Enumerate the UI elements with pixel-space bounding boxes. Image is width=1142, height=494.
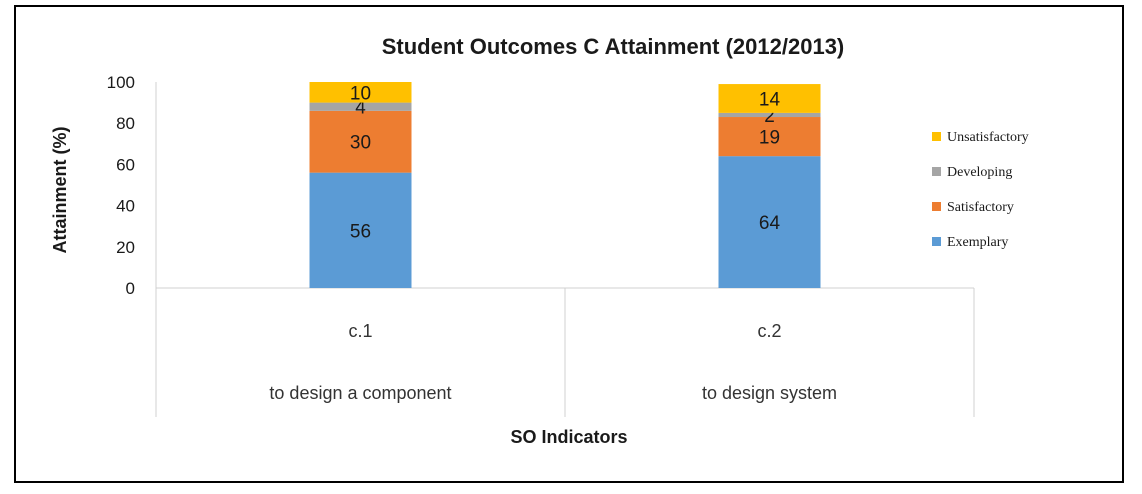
y-tick-label: 20 bbox=[116, 238, 135, 257]
category-label: to design a component bbox=[269, 383, 451, 403]
bar-segment-developing bbox=[718, 112, 821, 118]
legend-label: Exemplary bbox=[947, 235, 1008, 250]
legend-swatch bbox=[932, 132, 941, 141]
data-label: 14 bbox=[759, 89, 781, 110]
legend-label: Satisfactory bbox=[947, 200, 1014, 215]
data-label: 30 bbox=[350, 133, 371, 154]
bar-segment-satisfactory bbox=[718, 117, 821, 157]
data-label: 56 bbox=[350, 221, 371, 242]
category-label: to design system bbox=[702, 383, 837, 403]
legend-label: Unsatisfactory bbox=[947, 130, 1029, 145]
data-label: 4 bbox=[355, 98, 366, 119]
legend: Unsatisfactory Developing Satisfactory Exem… bbox=[932, 130, 1029, 250]
bar-segment-unsatisfactory bbox=[309, 82, 412, 103]
y-tick-label: 40 bbox=[116, 197, 135, 216]
bar-segment-exemplary bbox=[309, 172, 412, 288]
data-label: 64 bbox=[759, 213, 781, 234]
legend-swatch bbox=[932, 167, 941, 176]
category-axis: c.1 to design a component c.2 to design sys… bbox=[155, 288, 975, 417]
x-axis-title: SO Indicators bbox=[510, 427, 627, 447]
y-axis-title: Attainment (%) bbox=[50, 127, 70, 254]
y-tick-label: 0 bbox=[126, 279, 135, 298]
y-tick-label: 60 bbox=[116, 155, 135, 174]
legend-swatch bbox=[932, 202, 941, 211]
bar-segment-satisfactory bbox=[309, 110, 412, 173]
bar-segment-developing bbox=[309, 102, 412, 111]
y-axis: 0 20 40 60 80 100 bbox=[107, 73, 974, 298]
legend-swatch bbox=[932, 237, 941, 246]
y-tick-label: 80 bbox=[116, 114, 135, 133]
stacked-bar-chart: Student Outcomes C Attainment (2012/2013… bbox=[50, 34, 1029, 447]
chart-title: Student Outcomes C Attainment (2012/2013… bbox=[382, 34, 845, 59]
category-code: c.1 bbox=[348, 321, 372, 341]
y-tick-label: 100 bbox=[107, 73, 135, 92]
data-label: 2 bbox=[764, 106, 775, 127]
data-label: 10 bbox=[350, 83, 371, 104]
chart-frame: Student Outcomes C Attainment (2012/2013… bbox=[14, 5, 1124, 483]
data-label: 19 bbox=[759, 128, 780, 149]
legend-label: Developing bbox=[947, 165, 1012, 180]
category-code: c.2 bbox=[757, 321, 781, 341]
bar-segment-unsatisfactory bbox=[718, 84, 821, 113]
bar-segment-exemplary bbox=[718, 156, 821, 288]
